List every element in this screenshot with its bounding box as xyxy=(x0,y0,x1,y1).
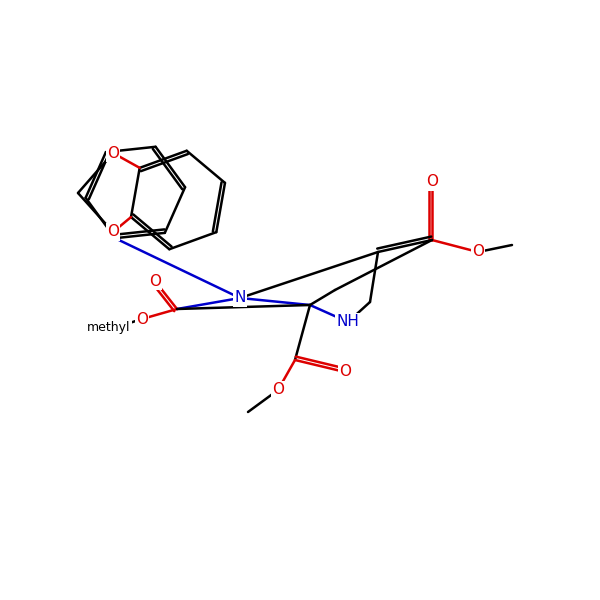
Text: O: O xyxy=(107,224,119,239)
Text: O: O xyxy=(272,383,284,397)
Text: O: O xyxy=(149,274,161,289)
Text: O: O xyxy=(426,175,438,190)
Text: O: O xyxy=(472,245,484,259)
Text: O: O xyxy=(107,145,119,160)
Text: O: O xyxy=(339,364,351,379)
Text: N: N xyxy=(235,290,245,305)
Text: NH: NH xyxy=(337,314,359,329)
Text: O: O xyxy=(136,311,148,326)
Text: methyl: methyl xyxy=(87,320,131,334)
